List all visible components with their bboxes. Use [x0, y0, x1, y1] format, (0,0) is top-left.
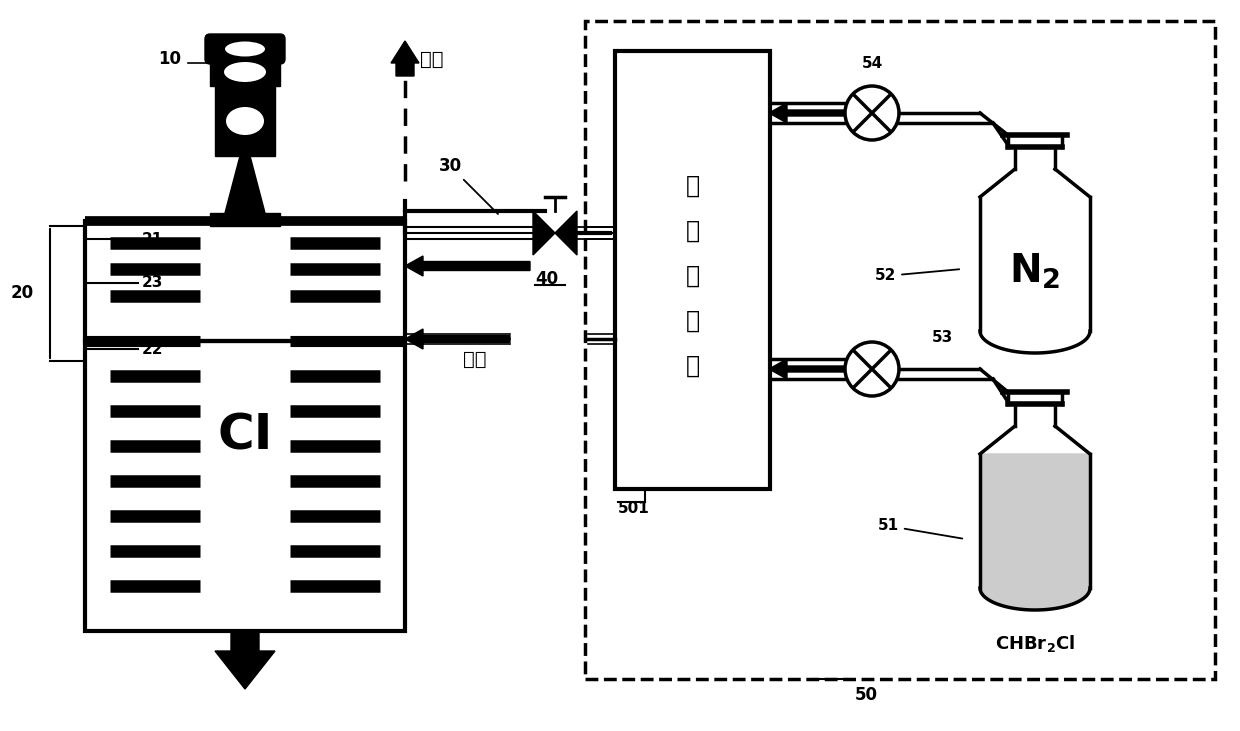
- Polygon shape: [210, 59, 280, 86]
- Ellipse shape: [224, 62, 267, 82]
- FancyArrow shape: [405, 256, 529, 276]
- Text: 22: 22: [143, 341, 164, 357]
- Text: 501: 501: [618, 501, 650, 516]
- Text: 23: 23: [143, 276, 164, 290]
- Text: 30: 30: [439, 157, 498, 214]
- Text: 51: 51: [878, 518, 962, 539]
- Polygon shape: [556, 211, 577, 255]
- Text: CI: CI: [217, 412, 273, 460]
- Text: $\mathbf{N_2}$: $\mathbf{N_2}$: [1009, 251, 1060, 291]
- Text: 校: 校: [686, 264, 699, 288]
- Text: 10: 10: [159, 50, 181, 68]
- Ellipse shape: [226, 107, 264, 135]
- Polygon shape: [224, 156, 265, 213]
- Text: 样品: 样品: [464, 349, 487, 368]
- Polygon shape: [533, 211, 556, 255]
- Polygon shape: [980, 454, 1090, 610]
- Text: 动: 动: [686, 174, 699, 198]
- Text: 53: 53: [932, 330, 954, 344]
- Text: 尾气: 尾气: [420, 50, 444, 69]
- Text: 仪: 仪: [686, 354, 699, 378]
- Text: 态: 态: [686, 219, 699, 243]
- FancyArrow shape: [769, 359, 844, 379]
- Text: 20: 20: [10, 284, 33, 302]
- FancyArrow shape: [391, 41, 419, 76]
- Text: 21: 21: [143, 232, 164, 246]
- FancyArrow shape: [405, 329, 510, 349]
- Text: $\mathbf{CHBr_2Cl}$: $\mathbf{CHBr_2Cl}$: [994, 632, 1075, 654]
- Text: 52: 52: [875, 268, 960, 284]
- Text: 54: 54: [862, 56, 883, 70]
- FancyArrow shape: [215, 631, 275, 689]
- Ellipse shape: [224, 42, 265, 56]
- FancyArrow shape: [769, 103, 844, 123]
- Polygon shape: [215, 86, 275, 156]
- Text: 准: 准: [686, 309, 699, 333]
- Text: 50: 50: [856, 686, 878, 704]
- FancyBboxPatch shape: [205, 34, 285, 64]
- Polygon shape: [210, 213, 280, 226]
- Text: 40: 40: [534, 270, 558, 288]
